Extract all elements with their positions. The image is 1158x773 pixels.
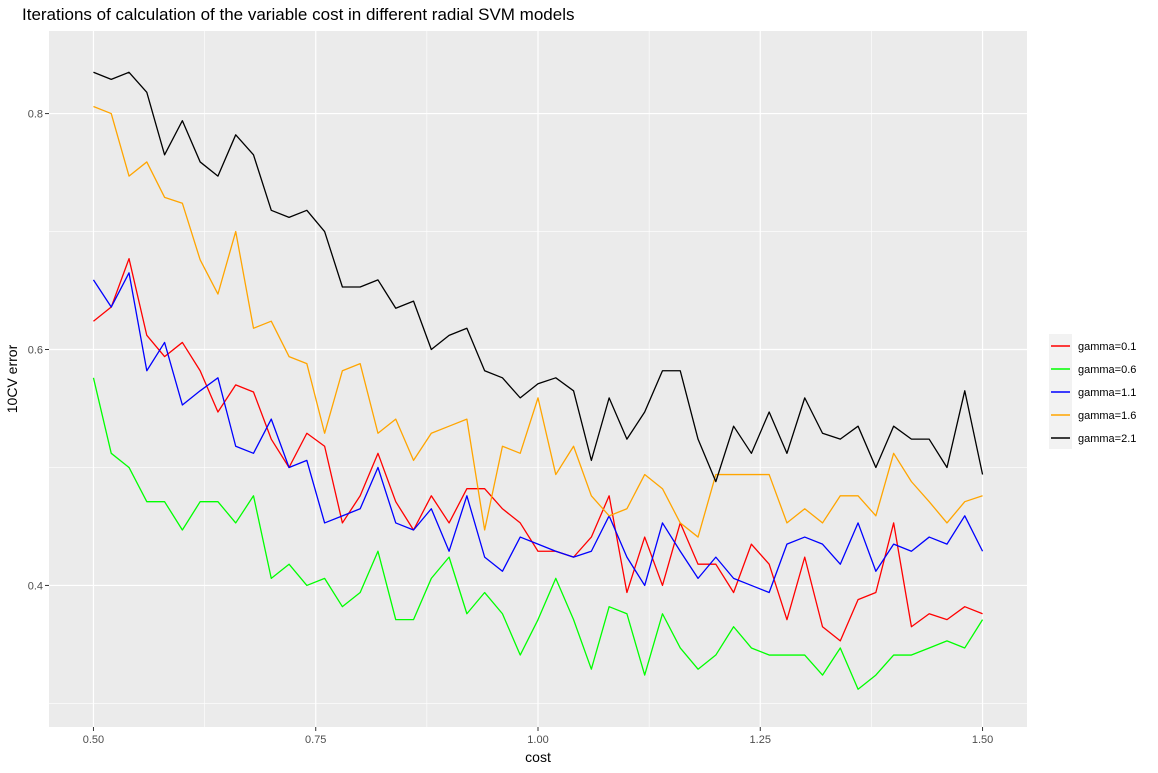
major-gridlines (49, 31, 1027, 727)
x-tick-label: 0.50 (83, 734, 104, 746)
chart-title: Iterations of calculation of the variabl… (22, 5, 574, 24)
y-tick-label: 0.4 (28, 580, 43, 592)
y-axis: 0.4 0.6 0.8 (28, 109, 49, 592)
x-axis-title: cost (525, 749, 551, 765)
y-tick-label: 0.8 (28, 109, 43, 121)
x-tick-label: 1.25 (750, 734, 771, 746)
x-tick-label: 1.50 (972, 734, 993, 746)
series-line-4 (93, 105, 983, 538)
series-lines (92, 71, 984, 690)
x-tick-label: 0.75 (305, 734, 326, 746)
x-tick-label: 1.00 (527, 734, 548, 746)
series-line-1 (93, 258, 983, 642)
legend-label-3: gamma=1.1 (1078, 387, 1136, 399)
legend-label-5: gamma=2.1 (1078, 433, 1136, 445)
x-axis: 0.50 0.75 1.00 1.25 1.50 (83, 727, 993, 746)
series-line-3 (92, 272, 984, 594)
legend: gamma=0.1 gamma=0.6 gamma=1.1 gamma=1.6 gamm… (1049, 334, 1136, 449)
series-line-5 (93, 71, 984, 483)
legend-label-1: gamma=0.1 (1078, 341, 1136, 353)
legend-label-4: gamma=1.6 (1078, 410, 1136, 422)
y-axis-title: 10CV error (4, 344, 20, 413)
y-tick-label: 0.6 (28, 345, 43, 357)
series-line-2 (92, 377, 984, 690)
legend-label-2: gamma=0.6 (1078, 364, 1136, 376)
